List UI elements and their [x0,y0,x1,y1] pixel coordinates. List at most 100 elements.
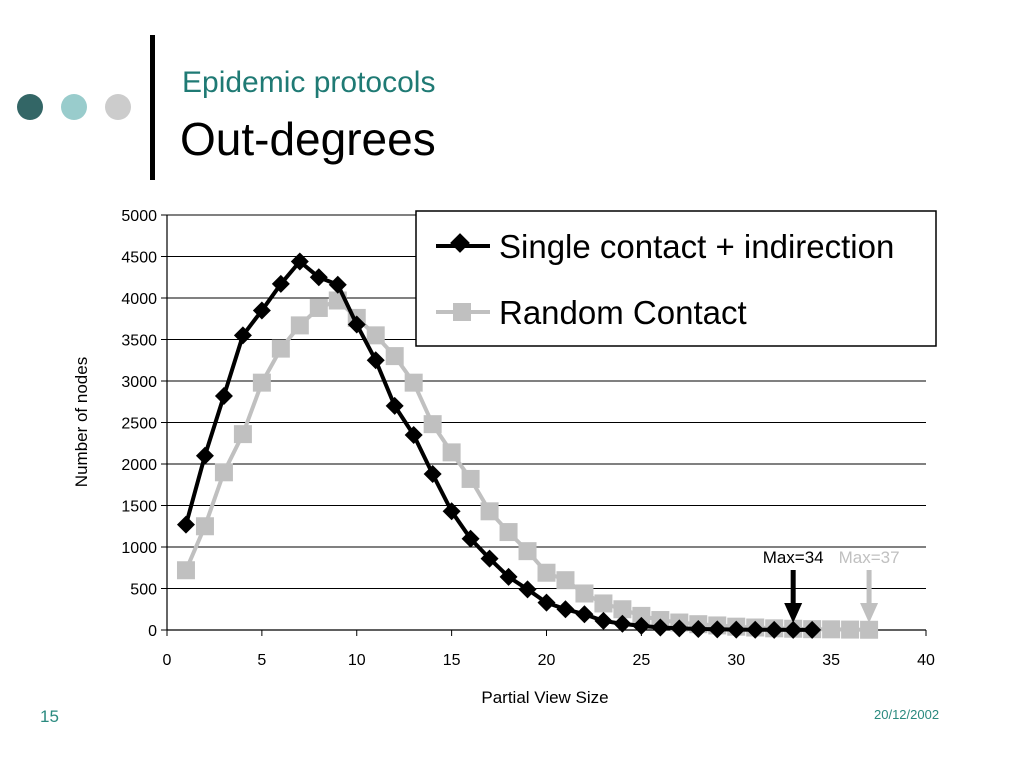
data-point-0-32 [784,620,803,639]
data-point-1-17 [499,523,518,542]
data-point-1-21 [575,584,594,603]
tick-labels: 0 500 1000 1500 2000 2500 3000 3500 4000 4500 5000… [121,208,935,669]
ytick-label-3000: 3000 [121,374,157,391]
data-point-0-27 [689,620,708,639]
ytick-label-500: 500 [130,582,157,599]
data-point-0-24 [632,616,651,635]
data-point-0-22 [594,611,613,630]
ytick-label-1500: 1500 [121,499,157,516]
xtick-label-35: 35 [822,652,840,669]
data-point-0-20 [556,600,575,619]
data-point-0-4 [252,301,271,320]
data-point-0-7 [309,268,328,287]
ytick-label-1000: 1000 [121,540,157,557]
data-point-0-16 [480,549,499,568]
data-point-0-1 [195,446,214,465]
data-point-1-16 [480,502,499,521]
data-point-0-2 [214,386,233,405]
ytick-label-4000: 4000 [121,291,157,308]
data-point-0-8 [328,275,347,294]
data-point-0-31 [765,620,784,639]
data-point-1-14 [442,443,461,462]
data-point-1-7 [309,298,328,317]
data-point-0-19 [537,593,556,612]
slide-title: Out-degrees [180,113,436,165]
data-point-1-5 [271,339,290,358]
xtick-label-0: 0 [163,652,172,669]
data-point-0-23 [613,614,632,633]
annotation-label-0: Max=34 [763,548,824,567]
data-point-0-11 [385,396,404,415]
gray-dot [105,94,131,120]
data-point-0-15 [461,529,480,548]
decorative-dots [17,94,137,120]
data-point-1-20 [556,571,575,590]
data-point-1-34 [822,620,841,639]
x-axis-title: Partial View Size [481,688,608,707]
annotation-0: Max=34 [763,548,824,623]
data-point-0-28 [708,620,727,639]
xtick-label-20: 20 [538,652,556,669]
data-point-0-30 [746,620,765,639]
data-point-0-5 [271,274,290,293]
data-point-1-11 [385,347,404,366]
slide-subtitle: Epidemic protocols [182,66,436,99]
data-point-1-24 [632,606,651,625]
data-point-0-3 [233,326,252,345]
data-point-0-29 [727,620,746,639]
data-point-1-6 [290,316,309,335]
data-point-1-3 [233,425,252,444]
data-point-0-21 [575,605,594,624]
data-point-0-10 [366,351,385,370]
annotations: Max=34 Max=37 [763,548,900,623]
light-teal-dot [61,94,87,120]
legend-label-single-contact: Single contact + indirection [499,228,894,265]
xtick-label-15: 15 [443,652,461,669]
data-point-1-4 [252,373,271,392]
legend-marker-random-contact [453,303,471,321]
ytick-label-5000: 5000 [121,208,157,225]
data-point-0-12 [404,425,423,444]
data-point-0-26 [670,619,689,638]
annotation-arrow-head-1 [860,603,879,623]
data-point-1-23 [613,600,632,619]
dark-teal-dot [17,94,43,120]
data-point-1-1 [195,517,214,536]
xtick-label-40: 40 [917,652,935,669]
data-point-1-19 [537,563,556,582]
data-point-1-2 [214,463,233,482]
data-point-1-12 [404,373,423,392]
data-point-0-25 [651,618,670,637]
annotation-label-1: Max=37 [839,548,900,567]
xtick-label-5: 5 [257,652,266,669]
ytick-label-4500: 4500 [121,250,157,267]
slide-date: 20/12/2002 [874,707,940,722]
title-divider [150,35,155,180]
series-0 [176,252,822,639]
legend-box [415,210,937,347]
data-point-0-6 [290,252,309,271]
data-point-0-33 [803,620,822,639]
data-point-0-9 [347,315,366,334]
data-point-1-15 [461,469,480,488]
xtick-label-30: 30 [727,652,745,669]
legend-marker-single-contact [450,233,470,253]
y-axis-title: Number of nodes [72,357,91,487]
annotation-arrow-head-0 [784,603,803,623]
data-point-1-36 [860,620,879,639]
ytick-label-2000: 2000 [121,457,157,474]
ytick-label-3500: 3500 [121,333,157,350]
data-point-0-0 [176,515,195,534]
data-point-0-18 [518,580,537,599]
ytick-label-0: 0 [148,623,157,640]
series-line-0 [184,259,813,632]
data-point-1-18 [518,542,537,561]
legend-label-random-contact: Random Contact [499,294,747,331]
annotation-1: Max=37 [839,548,900,623]
data-point-0-14 [442,502,461,521]
data-point-0-17 [499,567,518,586]
data-point-1-22 [594,594,613,613]
data-point-1-35 [841,620,860,639]
xtick-label-10: 10 [348,652,366,669]
slide-number: 15 [40,707,59,726]
